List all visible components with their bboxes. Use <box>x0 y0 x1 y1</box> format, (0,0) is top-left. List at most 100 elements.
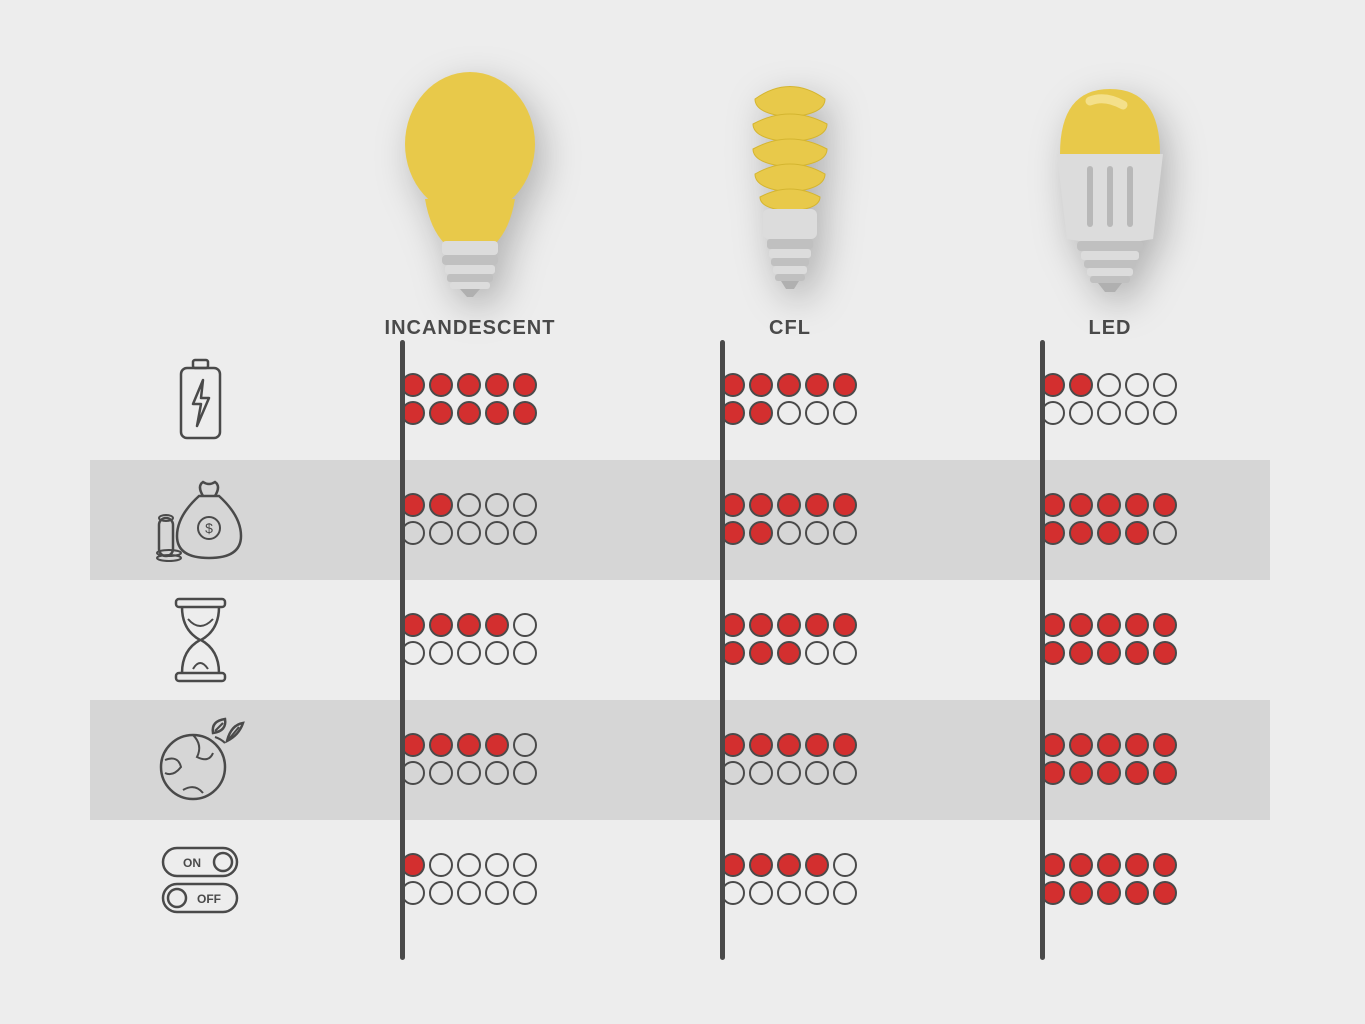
rating-dot <box>1069 733 1093 757</box>
rating-dot <box>485 641 509 665</box>
cell-eco-led <box>950 733 1270 787</box>
rating-dot <box>513 881 537 905</box>
rating-dot <box>1097 613 1121 637</box>
divider-3 <box>1040 340 1045 960</box>
cell-cost-incandescent <box>310 493 630 547</box>
rating-dot <box>1097 641 1121 665</box>
rating-dot <box>1069 493 1093 517</box>
dot-rating <box>721 373 859 427</box>
rating-dot <box>749 761 773 785</box>
cell-cost-cfl <box>630 493 950 547</box>
rating-dot <box>1097 733 1121 757</box>
cell-energy-incandescent <box>310 373 630 427</box>
rating-dot <box>513 493 537 517</box>
data-rows: $ ONOFF <box>90 340 1270 940</box>
rating-dot <box>513 373 537 397</box>
metric-row-cost: $ <box>90 460 1270 580</box>
dot-rating <box>1041 613 1179 667</box>
rating-dot <box>1125 761 1149 785</box>
metric-row-energy <box>90 340 1270 460</box>
rating-dot <box>1153 881 1177 905</box>
rating-dot <box>1069 401 1093 425</box>
rating-dot <box>457 761 481 785</box>
incandescent-bulb-icon <box>390 69 550 299</box>
metric-row-switch: ONOFF <box>90 820 1270 940</box>
rating-dot <box>777 761 801 785</box>
divider-2 <box>720 340 725 960</box>
on-off-toggle-icon: ONOFF <box>90 840 310 920</box>
rating-dot <box>833 761 857 785</box>
rating-dot <box>429 373 453 397</box>
cell-lifespan-led <box>950 613 1270 667</box>
rating-dot <box>805 881 829 905</box>
cell-eco-incandescent <box>310 733 630 787</box>
rating-dot <box>805 613 829 637</box>
rating-dot <box>833 853 857 877</box>
rating-dot <box>833 733 857 757</box>
rating-dot <box>777 853 801 877</box>
divider-1 <box>400 340 405 960</box>
dot-rating <box>1041 373 1179 427</box>
rating-dot <box>485 521 509 545</box>
rating-dot <box>1069 373 1093 397</box>
rating-dot <box>749 521 773 545</box>
rating-dot <box>805 641 829 665</box>
rating-dot <box>805 521 829 545</box>
metric-row-lifespan <box>90 580 1270 700</box>
rating-dot <box>457 641 481 665</box>
rating-dot <box>749 493 773 517</box>
rating-dot <box>1125 401 1149 425</box>
rating-dot <box>513 613 537 637</box>
rating-dot <box>833 641 857 665</box>
rating-dot <box>513 641 537 665</box>
rating-dot <box>485 853 509 877</box>
rating-dot <box>749 613 773 637</box>
rating-dot <box>457 881 481 905</box>
rating-dot <box>749 853 773 877</box>
rating-dot <box>485 493 509 517</box>
rating-dot <box>805 853 829 877</box>
dot-rating <box>721 493 859 547</box>
rating-dot <box>1153 521 1177 545</box>
rating-dot <box>1097 401 1121 425</box>
cell-switch-cfl <box>630 853 950 907</box>
rating-dot <box>1125 641 1149 665</box>
rating-dot <box>485 881 509 905</box>
hourglass-icon <box>90 595 310 685</box>
rating-dot <box>457 521 481 545</box>
rating-dot <box>1153 733 1177 757</box>
rating-dot <box>833 521 857 545</box>
cell-cost-led <box>950 493 1270 547</box>
rating-dot <box>457 493 481 517</box>
rating-dot <box>833 881 857 905</box>
rating-dot <box>1153 853 1177 877</box>
rating-dot <box>1153 401 1177 425</box>
rating-dot <box>429 641 453 665</box>
rating-dot <box>457 853 481 877</box>
rating-dot <box>805 761 829 785</box>
rating-dot <box>777 641 801 665</box>
rating-dot <box>833 613 857 637</box>
rating-dot <box>777 493 801 517</box>
rating-dot <box>833 493 857 517</box>
rating-dot <box>777 613 801 637</box>
battery-lightning-icon <box>90 358 310 443</box>
rating-dot <box>1097 853 1121 877</box>
rating-dot <box>1125 521 1149 545</box>
rating-dot <box>485 373 509 397</box>
rating-dot <box>1125 853 1149 877</box>
label-led: LED <box>1089 317 1132 340</box>
dot-rating <box>1041 853 1179 907</box>
dot-rating <box>1041 733 1179 787</box>
cell-energy-led <box>950 373 1270 427</box>
rating-dot <box>749 881 773 905</box>
rating-dot <box>1125 733 1149 757</box>
header-row: INCANDESCENT CFL <box>90 30 1270 340</box>
dot-rating <box>1041 493 1179 547</box>
cell-lifespan-incandescent <box>310 613 630 667</box>
rating-dot <box>457 373 481 397</box>
dot-rating <box>721 733 859 787</box>
rating-dot <box>429 881 453 905</box>
cell-switch-incandescent <box>310 853 630 907</box>
rating-dot <box>485 761 509 785</box>
